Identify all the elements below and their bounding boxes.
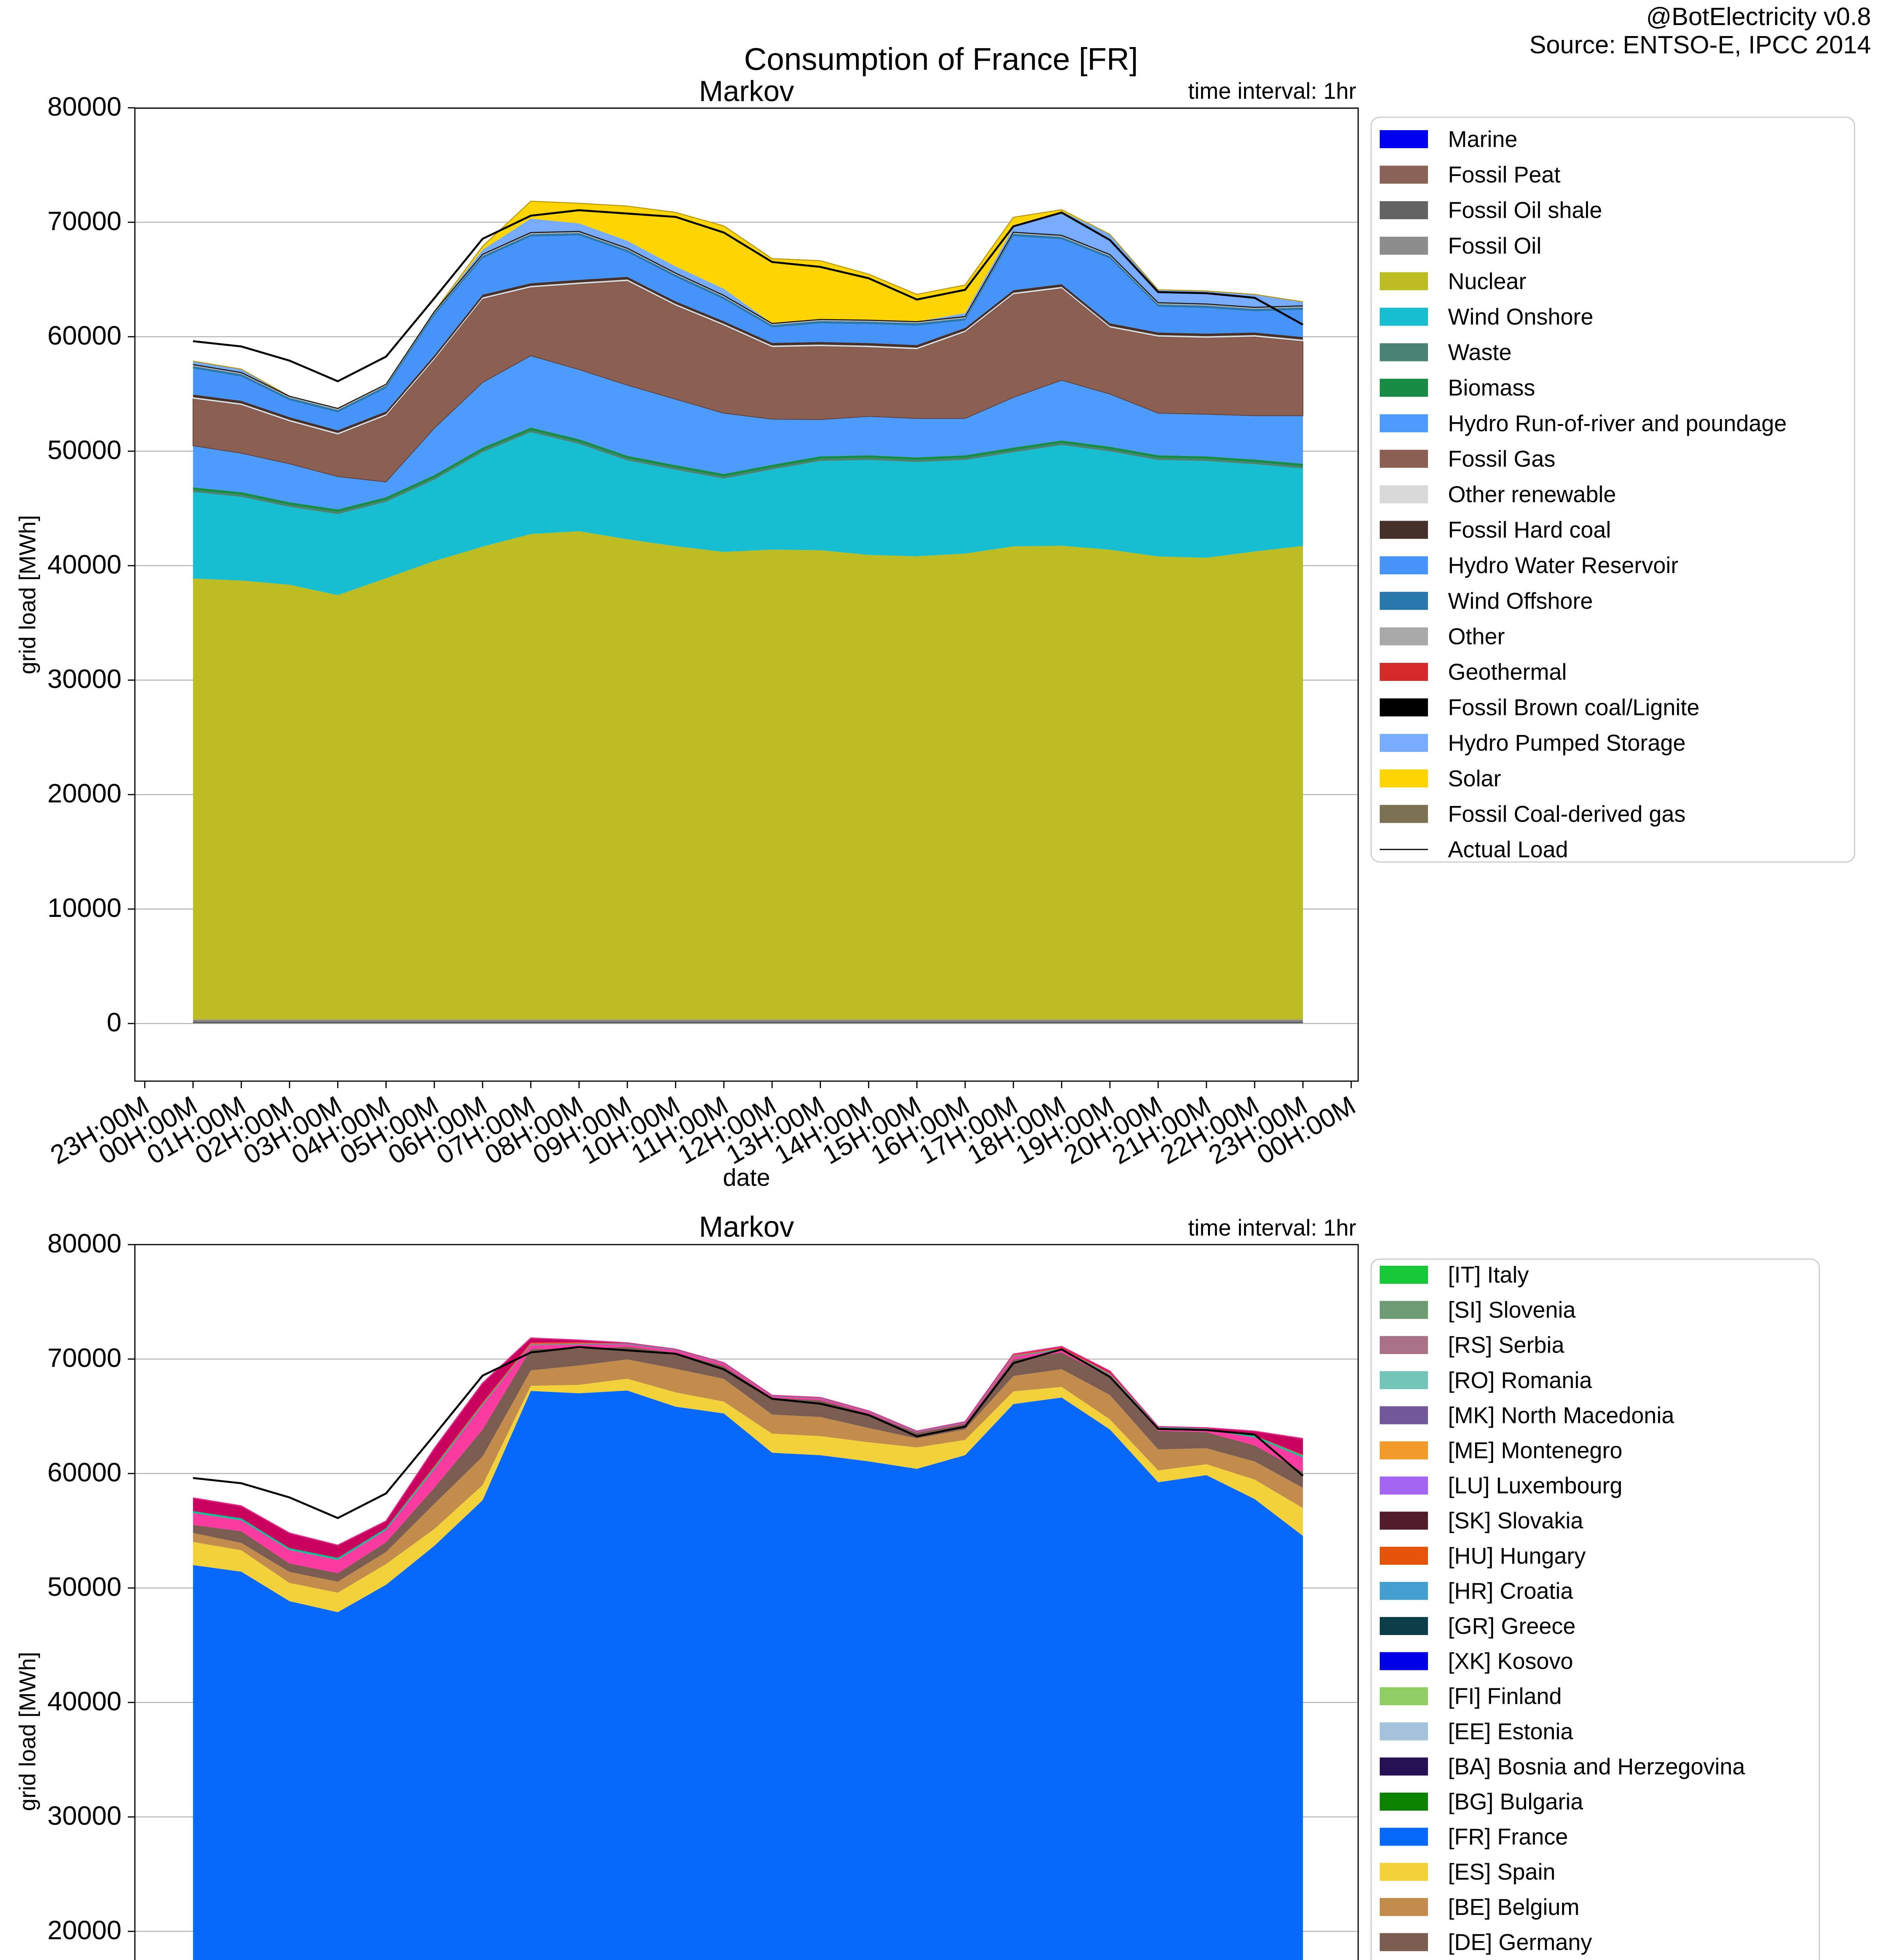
svg-text:Markov: Markov [699,75,794,107]
svg-text:[EE] Estonia: [EE] Estonia [1448,1719,1573,1744]
svg-text:70000: 70000 [47,206,122,236]
svg-text:[IT] Italy: [IT] Italy [1448,1262,1529,1288]
svg-text:date: date [723,1164,770,1191]
svg-text:Fossil Brown coal/Lignite: Fossil Brown coal/Lignite [1448,695,1700,720]
svg-text:Fossil Coal-derived gas: Fossil Coal-derived gas [1448,801,1686,827]
svg-text:[BE] Belgium: [BE] Belgium [1448,1895,1579,1920]
svg-text:[HU] Hungary: [HU] Hungary [1448,1543,1586,1569]
svg-text:time interval: 1hr: time interval: 1hr [1188,1215,1356,1241]
svg-text:Fossil Hard coal: Fossil Hard coal [1448,517,1611,543]
svg-text:[BG] Bulgaria: [BG] Bulgaria [1448,1789,1584,1815]
svg-text:10000: 10000 [47,893,122,923]
svg-text:Hydro Pumped Storage: Hydro Pumped Storage [1448,730,1686,756]
svg-text:Source: ENTSO-E, IPCC 2014: Source: ENTSO-E, IPCC 2014 [1530,31,1871,59]
svg-text:[BA] Bosnia and Herzegovina: [BA] Bosnia and Herzegovina [1448,1754,1745,1779]
svg-text:80000: 80000 [47,1229,122,1258]
svg-text:[DE] Germany: [DE] Germany [1448,1929,1592,1955]
svg-text:Hydro Run-of-river and poundag: Hydro Run-of-river and poundage [1448,411,1787,436]
svg-text:Fossil Oil shale: Fossil Oil shale [1448,198,1602,223]
svg-text:[GR] Greece: [GR] Greece [1448,1613,1576,1639]
svg-text:40000: 40000 [47,1686,122,1716]
svg-text:Hydro Water Reservoir: Hydro Water Reservoir [1448,553,1679,578]
svg-text:Other: Other [1448,624,1505,649]
svg-text:[RO] Romania: [RO] Romania [1448,1368,1592,1393]
svg-text:Solar: Solar [1448,766,1501,791]
svg-text:[ES] Spain: [ES] Spain [1448,1859,1555,1885]
svg-text:grid load [MWh]: grid load [MWh] [15,1652,40,1811]
svg-text:[LU] Luxembourg: [LU] Luxembourg [1448,1473,1622,1499]
svg-text:Other renewable: Other renewable [1448,482,1616,507]
svg-text:grid load [MWh]: grid load [MWh] [15,515,40,674]
svg-text:Waste: Waste [1448,340,1511,365]
svg-text:50000: 50000 [47,1572,122,1602]
svg-text:[XK] Kosovo: [XK] Kosovo [1448,1649,1573,1674]
svg-text:[HR] Croatia: [HR] Croatia [1448,1578,1573,1604]
svg-text:Marine: Marine [1448,127,1517,152]
svg-text:70000: 70000 [47,1343,122,1373]
svg-text:80000: 80000 [47,92,122,122]
svg-text:20000: 20000 [47,1915,122,1945]
svg-text:Consumption of France [FR]: Consumption of France [FR] [744,42,1138,76]
svg-text:20000: 20000 [47,779,122,808]
svg-text:30000: 30000 [47,664,122,694]
svg-text:Biomass: Biomass [1448,375,1535,401]
svg-text:[SI] Slovenia: [SI] Slovenia [1448,1298,1576,1323]
svg-text:@BotElectricity v0.8: @BotElectricity v0.8 [1646,2,1871,31]
svg-text:[FR] France: [FR] France [1448,1824,1568,1850]
svg-text:Nuclear: Nuclear [1448,269,1526,294]
svg-text:[FI] Finland: [FI] Finland [1448,1684,1562,1709]
svg-text:[RS] Serbia: [RS] Serbia [1448,1332,1564,1358]
svg-text:[SK] Slovakia: [SK] Slovakia [1448,1508,1584,1534]
svg-text:[MK] North Macedonia: [MK] North Macedonia [1448,1403,1675,1428]
svg-text:Geothermal: Geothermal [1448,659,1567,685]
svg-text:60000: 60000 [47,1457,122,1487]
svg-text:Wind Onshore: Wind Onshore [1448,304,1593,330]
svg-text:30000: 30000 [47,1801,122,1831]
svg-text:0: 0 [107,1007,122,1037]
svg-text:Actual Load: Actual Load [1448,837,1568,862]
svg-text:50000: 50000 [47,435,122,465]
svg-text:Markov: Markov [699,1210,794,1243]
svg-text:60000: 60000 [47,321,122,350]
svg-text:Fossil Peat: Fossil Peat [1448,162,1560,188]
svg-text:40000: 40000 [47,550,122,579]
svg-text:Wind Offshore: Wind Offshore [1448,588,1593,614]
svg-text:time interval: 1hr: time interval: 1hr [1188,78,1356,104]
svg-text:Fossil Gas: Fossil Gas [1448,446,1555,472]
svg-text:Fossil Oil: Fossil Oil [1448,233,1541,259]
svg-text:[ME] Montenegro: [ME] Montenegro [1448,1438,1622,1463]
